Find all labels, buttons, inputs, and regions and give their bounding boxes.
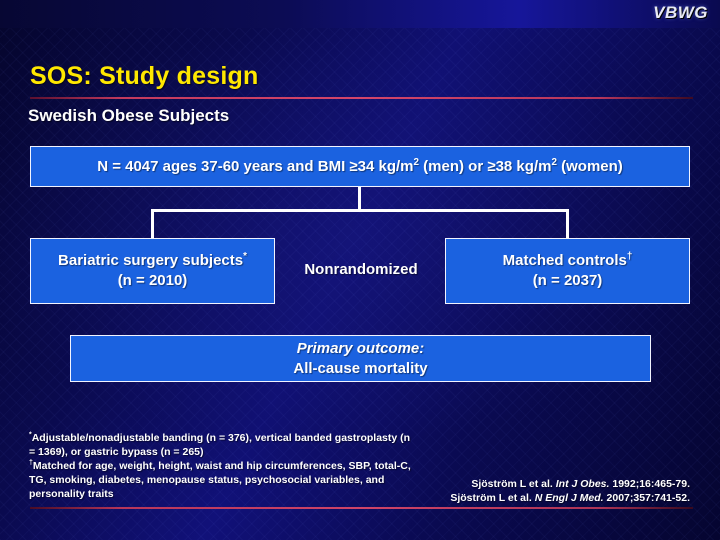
matched-controls-footnote-marker: † <box>626 251 633 262</box>
page-title: SOS: Study design <box>30 62 259 90</box>
citation-1-journal: Int J Obes. <box>555 478 610 490</box>
footnote-dagger-marker: † <box>29 459 33 467</box>
footnote-star-marker: * <box>29 431 32 439</box>
citation-1-authors: Sjöström L et al. <box>471 478 556 490</box>
connector-stem <box>358 187 361 211</box>
footnote-dagger-text: Matched for age, weight, height, waist a… <box>29 460 411 500</box>
title-divider <box>30 97 693 99</box>
matched-controls-box-text: Matched controls† (n = 2037) <box>503 251 633 291</box>
citation-2-details: 2007;357:741-52. <box>603 492 691 504</box>
page-subtitle: Swedish Obese Subjects <box>28 106 230 125</box>
population-sup-2: 2 <box>551 157 557 168</box>
bottom-divider <box>30 507 693 509</box>
primary-outcome-heading: Primary outcome: <box>296 339 425 357</box>
bariatric-surgery-footnote-marker: * <box>243 251 247 262</box>
matched-controls-count: (n = 2037) <box>532 272 603 289</box>
bariatric-surgery-count: (n = 2010) <box>117 272 188 289</box>
connector-horizontal-bar <box>151 209 569 212</box>
citation-line-1: Sjöström L et al. Int J Obes. 1992;16:46… <box>450 477 690 491</box>
connector-right-branch <box>566 209 569 239</box>
nonrandomized-label: Nonrandomized <box>304 261 418 278</box>
source-citations: Sjöström L et al. Int J Obes. 1992;16:46… <box>450 477 690 505</box>
population-sup-1: 2 <box>413 157 420 168</box>
footnote-star: *Adjustable/nonadjustable banding (n = 3… <box>29 431 419 459</box>
population-box: N = 4047 ages 37-60 years and BMI ≥34 kg… <box>30 146 690 187</box>
primary-outcome-value: All-cause mortality <box>293 359 428 377</box>
population-text-tail: (women) <box>556 158 623 175</box>
footnotes: *Adjustable/nonadjustable banding (n = 3… <box>29 431 419 501</box>
footnote-star-text: Adjustable/nonadjustable banding (n = 37… <box>29 432 411 458</box>
header-band <box>0 0 720 28</box>
citation-1-details: 1992;16:465-79. <box>609 478 690 490</box>
matched-controls-box: Matched controls† (n = 2037) <box>445 238 690 304</box>
population-text-lead: N = 4047 ages 37-60 years and BMI ≥34 kg… <box>97 158 414 175</box>
connector-left-branch <box>151 209 154 239</box>
bariatric-surgery-label: Bariatric surgery subjects <box>58 252 244 269</box>
population-box-text: N = 4047 ages 37-60 years and BMI ≥34 kg… <box>97 158 623 175</box>
vbwg-logo: VBWG <box>653 3 708 22</box>
citation-line-2: Sjöström L et al. N Engl J Med. 2007;357… <box>450 491 690 505</box>
population-text-mid: (men) or ≥38 kg/m <box>419 158 552 175</box>
primary-outcome-box-text: Primary outcome: All-cause mortality <box>293 339 427 379</box>
bariatric-surgery-box-text: Bariatric surgery subjects* (n = 2010) <box>58 251 247 291</box>
footnote-dagger: †Matched for age, weight, height, waist … <box>29 459 419 501</box>
citation-2-journal: N Engl J Med. <box>534 492 604 504</box>
citation-2-authors: Sjöström L et al. <box>450 492 535 504</box>
primary-outcome-box: Primary outcome: All-cause mortality <box>70 335 651 382</box>
matched-controls-label: Matched controls <box>502 252 627 269</box>
bariatric-surgery-box: Bariatric surgery subjects* (n = 2010) <box>30 238 275 304</box>
